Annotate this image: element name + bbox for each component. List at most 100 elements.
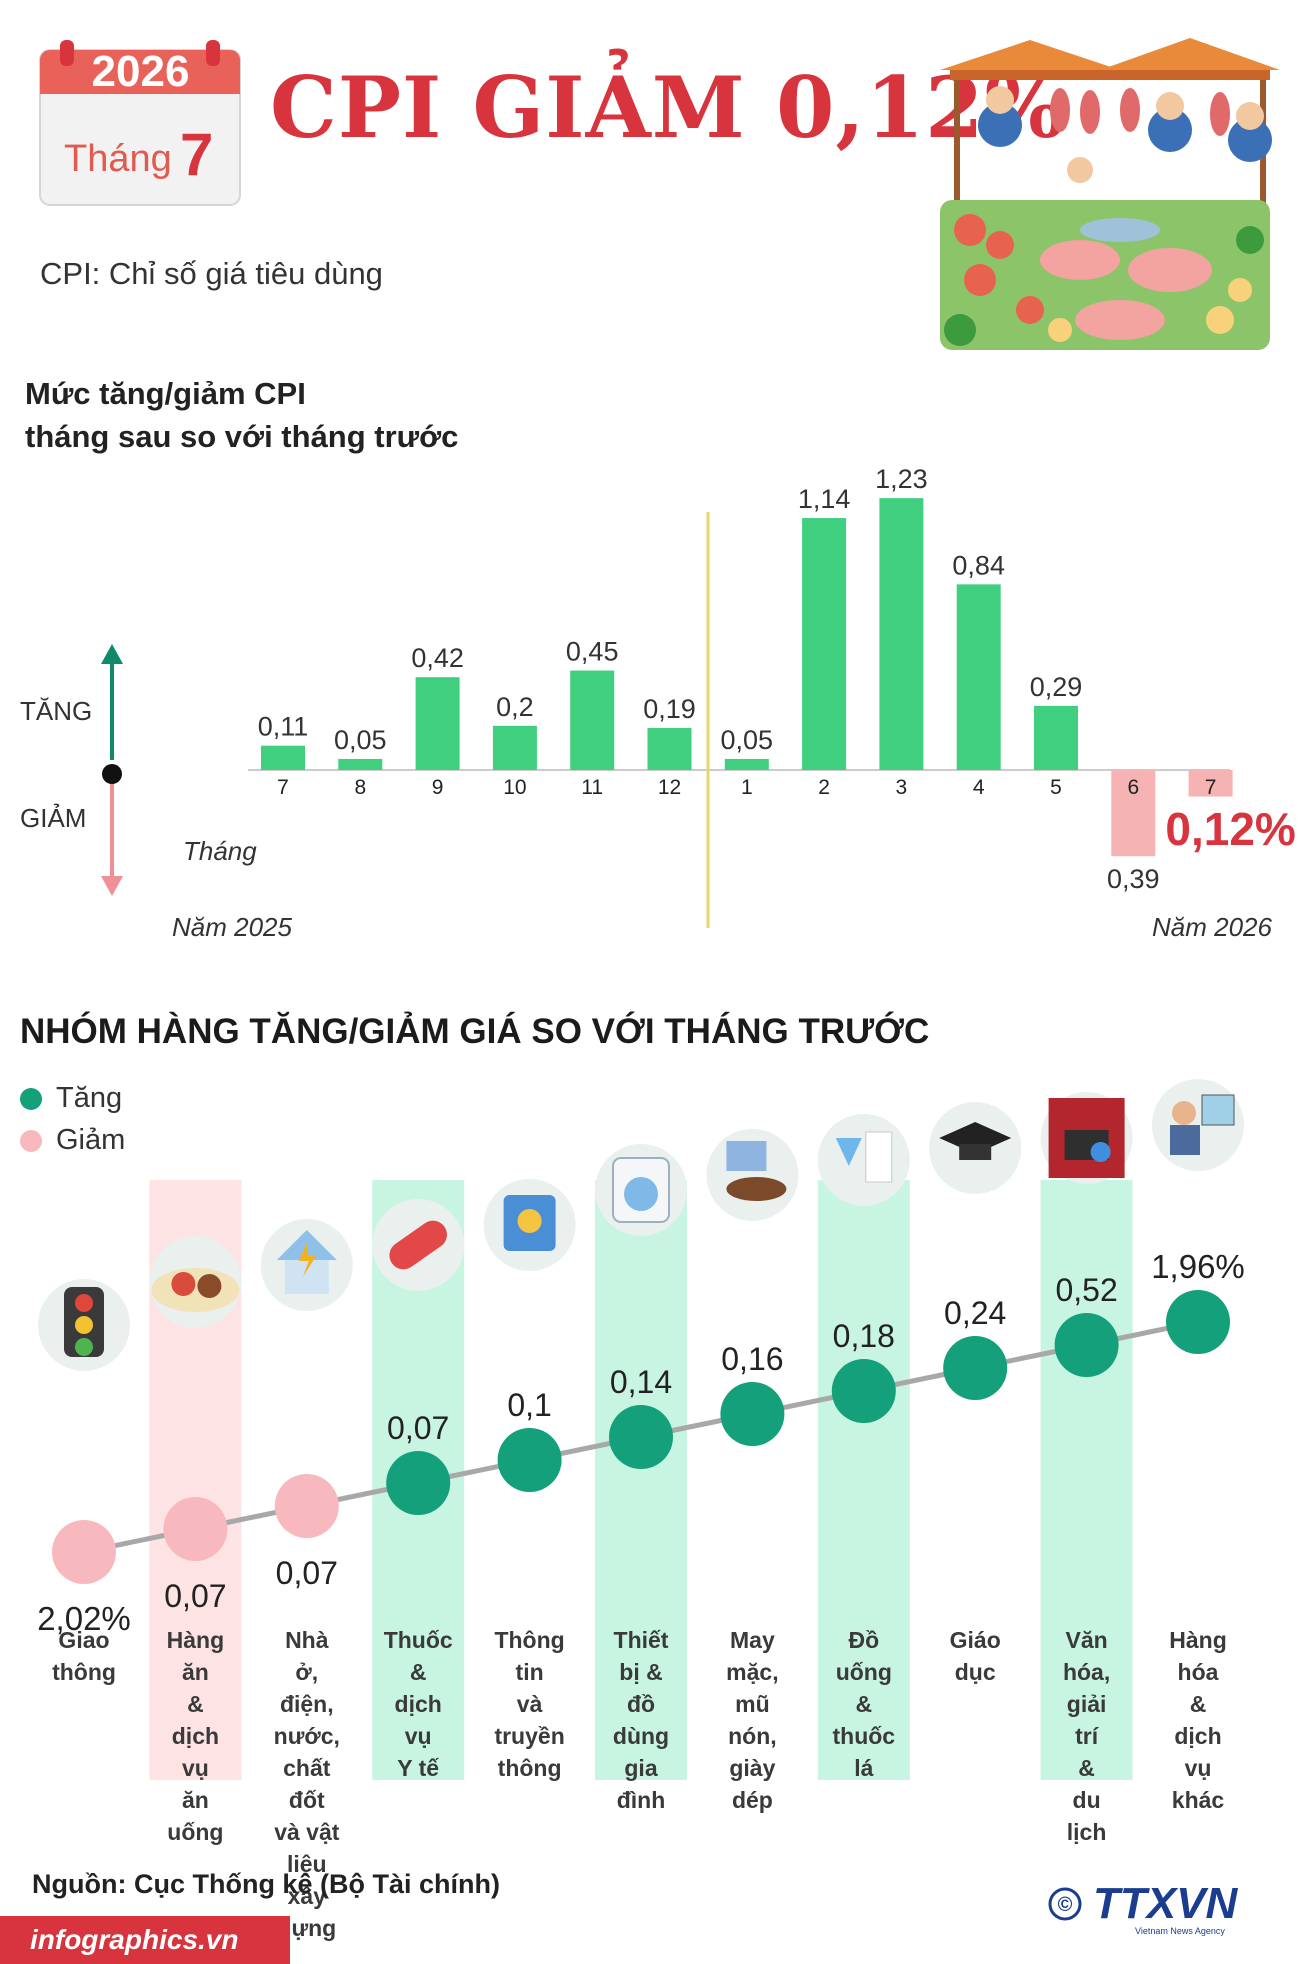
cinema-icon: [1040, 1092, 1133, 1184]
source-note: Nguồn: Cục Thống kê (Bộ Tài chính): [32, 1869, 500, 1899]
tick-label: 12: [658, 776, 681, 799]
bar-12: [1111, 770, 1156, 857]
highlight-column: [595, 1180, 687, 1780]
value-label-highlight: 0,12%: [1165, 803, 1295, 855]
brand-subtitle: Vietnam News Agency: [1135, 1926, 1225, 1936]
washer-door: [624, 1177, 658, 1211]
tick-label: 2: [818, 776, 830, 799]
chart1-title: Mức tăng/giảm CPI tháng sau so với tháng…: [25, 376, 459, 454]
chart1-labels: 7 0,11 8 0,05 9 0,42 10 0,2 11 0,45 12 0,19 1 0,05 2 1,…: [258, 464, 1296, 894]
drinks-cigarettes-icon: [817, 1114, 910, 1206]
chart2-points: 2,02% 0,07 0,07 0,07 0,1 0,14 0,16 0,18 0,24 0,52…: [37, 1248, 1245, 1637]
value-label: 0,19: [643, 694, 696, 724]
tick-label: 11: [581, 776, 603, 799]
traffic-light-green: [75, 1338, 93, 1356]
point-value-label: 0,16: [721, 1341, 783, 1377]
category-label: Thuốc & dịch vụ Y tế: [383, 1627, 453, 1781]
data-point: [609, 1405, 673, 1469]
point-value-label: 0,14: [610, 1364, 672, 1400]
data-point: [386, 1451, 451, 1515]
value-label: 0,05: [721, 725, 774, 755]
data-point: [497, 1428, 562, 1492]
calendar-month-number: 7: [180, 121, 214, 188]
tick-label: 5: [1050, 776, 1062, 799]
bar-7: [724, 758, 769, 770]
data-point: [1166, 1290, 1230, 1354]
tick-label: 6: [1127, 776, 1139, 799]
icon-disc: [817, 1114, 910, 1206]
category-label: Thông tin và truyền thông: [494, 1627, 565, 1781]
lightning-icon: [298, 1243, 317, 1277]
x-axis-title: Tháng: [183, 836, 257, 866]
category-label: Giáo dục: [949, 1627, 1001, 1685]
copyright-mark: ©: [1058, 1894, 1073, 1916]
category-label: Thiết bị & đồ dùng gia đình: [612, 1627, 670, 1813]
category-label: Đồ uống & thuốc lá: [832, 1627, 896, 1781]
calendar-year: 2026: [91, 47, 190, 96]
traffic-light-red: [75, 1294, 93, 1312]
arrow-down-icon: [101, 876, 123, 896]
data-point: [720, 1382, 785, 1446]
tick-label: 10: [503, 776, 526, 799]
legend-increase: Tăng: [20, 1082, 122, 1115]
bar-8: [802, 518, 847, 770]
media-dot: [517, 1209, 542, 1233]
mirror: [1201, 1094, 1235, 1126]
tick-label: 4: [973, 776, 985, 799]
bar-2: [338, 758, 383, 770]
point-value-label: 0,52: [1055, 1272, 1117, 1308]
category-label: May mặc, mũ nón, giày dép: [726, 1627, 779, 1813]
tick-label: 8: [354, 776, 366, 799]
section2-title: NHÓM HÀNG TĂNG/GIẢM GIÁ SO VỚI THÁNG TRƯ…: [20, 1012, 930, 1051]
copyright-icon: [1048, 1887, 1082, 1921]
market-illustration: [940, 38, 1280, 350]
bar-11: [1034, 705, 1078, 770]
value-label: 0,45: [566, 637, 619, 667]
value-label: 1,23: [875, 464, 928, 494]
medicine-icon: [372, 1199, 465, 1291]
bar-4: [492, 725, 537, 770]
house-utilities-icon: [260, 1219, 353, 1311]
data-point: [943, 1336, 1008, 1400]
legend-dot-increase: [20, 1087, 42, 1110]
label-up: TĂNG: [20, 696, 92, 726]
bar-3: [415, 677, 460, 770]
point-value-label: 0,07: [387, 1410, 449, 1446]
value-label: 0,05: [334, 725, 387, 755]
traffic-light-yellow: [75, 1316, 93, 1334]
tick-label: 7: [277, 776, 289, 799]
bar-13: [1188, 770, 1233, 797]
washing-machine-icon: [595, 1144, 687, 1236]
traffic-light-icon: [38, 1279, 130, 1371]
highlight-column: [817, 1180, 910, 1780]
data-point: [163, 1497, 228, 1561]
label-down: GIẢM: [20, 803, 86, 833]
point-value-label: 0,24: [944, 1295, 1006, 1331]
cap-board: [939, 1122, 1012, 1154]
value-label: 1,14: [798, 484, 851, 514]
value-label: 0,84: [952, 550, 1005, 580]
glass: [835, 1138, 862, 1166]
house-wall: [284, 1260, 329, 1294]
point-value-label: 2,02%: [37, 1600, 131, 1637]
shirt: [726, 1141, 767, 1171]
chart1-bars: [261, 498, 1233, 857]
tick-label: 3: [896, 776, 908, 799]
shoe: [726, 1177, 787, 1201]
category-label: Văn hóa, giải trí & du lịch: [1062, 1627, 1111, 1845]
legend-decrease: Giảm: [20, 1124, 125, 1157]
site-footer[interactable]: infographics.vn: [0, 1916, 290, 1964]
calendar-icon: [39, 40, 241, 206]
category-label: Hàng hóa & dịch vụ khác: [1169, 1627, 1227, 1813]
calendar-month-label: Tháng: [64, 138, 172, 180]
media-icon: [483, 1179, 576, 1271]
bar-6: [647, 728, 692, 770]
year-label-2025: Năm 2025: [172, 912, 292, 942]
calendar-badge: 2026 Tháng 7: [38, 40, 243, 208]
legend-label-increase: Tăng: [56, 1082, 123, 1114]
brand-name: TTXVN: [1093, 1880, 1238, 1928]
value-label: 0,42: [411, 643, 464, 673]
value-label: 0,11: [258, 712, 309, 742]
clothing-shoes-icon: [706, 1129, 799, 1221]
value-label: 0,39: [1107, 864, 1160, 894]
